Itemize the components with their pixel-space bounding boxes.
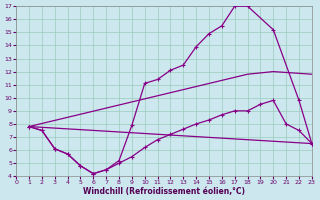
X-axis label: Windchill (Refroidissement éolien,°C): Windchill (Refroidissement éolien,°C) xyxy=(83,187,245,196)
